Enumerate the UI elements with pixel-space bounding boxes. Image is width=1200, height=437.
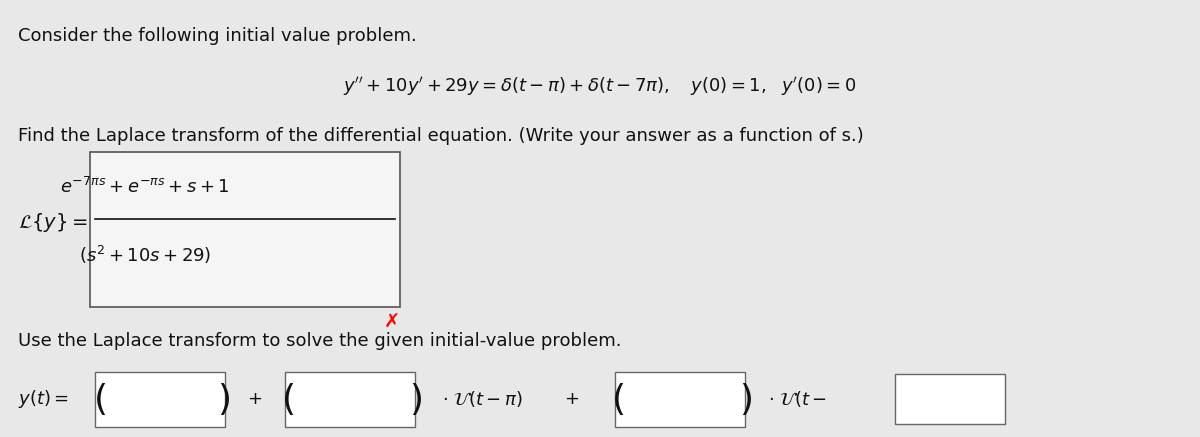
Text: $($: $($ [611, 381, 625, 417]
Text: $\mathcal{L}\{y\} =$: $\mathcal{L}\{y\} =$ [18, 211, 88, 233]
Text: $\cdot\ \mathcal{U}(t - \pi)$: $\cdot\ \mathcal{U}(t - \pi)$ [442, 389, 523, 409]
Text: $($: $($ [281, 381, 295, 417]
Text: $y'' + 10y' + 29y = \delta(t - \pi) + \delta(t - 7\pi),$$\quad y(0) = 1,\ \ y'(0: $y'' + 10y' + 29y = \delta(t - \pi) + \d… [343, 75, 857, 98]
Text: $+$: $+$ [247, 390, 263, 408]
FancyBboxPatch shape [90, 152, 400, 307]
FancyBboxPatch shape [895, 374, 1004, 424]
Text: $\cdot\ \mathcal{U}(t -$: $\cdot\ \mathcal{U}(t -$ [768, 389, 827, 409]
Text: Find the Laplace transform of the differential equation. (Write your answer as a: Find the Laplace transform of the differ… [18, 127, 864, 145]
Text: $\left(s^2 + 10s + 29\right)$: $\left(s^2 + 10s + 29\right)$ [79, 244, 211, 266]
Text: ✗: ✗ [384, 312, 400, 332]
Text: $y(t) =$: $y(t) =$ [18, 388, 68, 410]
Text: $e^{-7\pi s} + e^{-\pi s} + s + 1$: $e^{-7\pi s} + e^{-\pi s} + s + 1$ [60, 177, 230, 197]
FancyBboxPatch shape [616, 371, 745, 427]
FancyBboxPatch shape [286, 371, 415, 427]
Text: $)$: $)$ [738, 381, 751, 417]
Text: Consider the following initial value problem.: Consider the following initial value pro… [18, 27, 416, 45]
Text: $+$: $+$ [564, 390, 580, 408]
Text: Use the Laplace transform to solve the given initial-value problem.: Use the Laplace transform to solve the g… [18, 332, 622, 350]
Text: $)$: $)$ [216, 381, 229, 417]
Text: $)$: $)$ [408, 381, 421, 417]
FancyBboxPatch shape [95, 371, 226, 427]
Text: $($: $($ [94, 381, 107, 417]
Text: $\ $: $\ $ [944, 390, 946, 408]
